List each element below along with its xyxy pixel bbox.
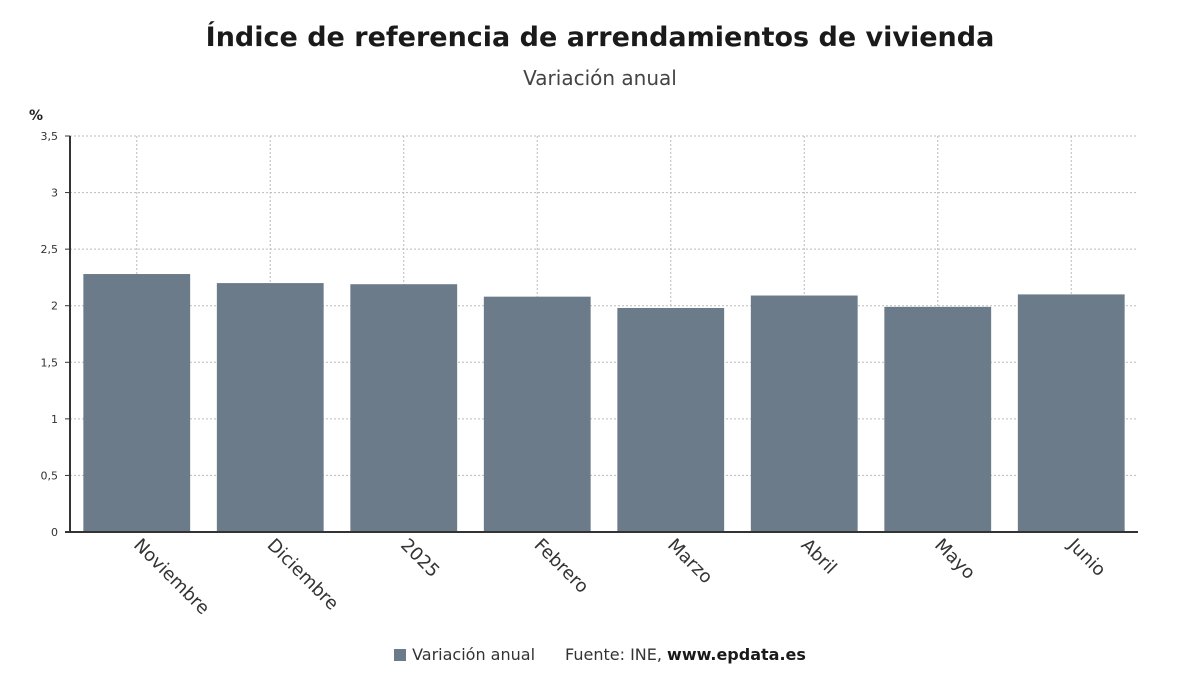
- y-tick-label: 1: [51, 413, 58, 426]
- x-tick-label: Noviembre: [129, 535, 213, 619]
- x-tick-label: Mayo: [930, 535, 979, 584]
- bar: [1017, 294, 1125, 532]
- x-tick-label: Febrero: [530, 535, 593, 598]
- legend-swatch: [394, 649, 407, 661]
- x-tick-label: Junio: [1063, 534, 1110, 581]
- chart-subtitle: Variación anual: [523, 66, 677, 90]
- legend-label: Variación anual: [412, 645, 536, 664]
- x-tick-label: Abril: [797, 535, 841, 579]
- y-tick-label: 2,5: [41, 243, 59, 256]
- bar: [884, 306, 992, 532]
- x-tick-label: Marzo: [663, 535, 716, 588]
- bar: [750, 295, 858, 532]
- bar: [483, 296, 591, 532]
- legend: Variación anual Fuente: INE, www.epdata.e…: [0, 645, 1200, 664]
- y-tick-label: 3: [51, 187, 58, 200]
- y-tick-label: 2: [51, 300, 58, 313]
- y-tick-label: 1,5: [41, 356, 59, 369]
- bar: [350, 284, 458, 532]
- bar: [83, 274, 191, 532]
- x-tick-label: Diciembre: [263, 535, 343, 615]
- y-axis-unit: %: [29, 108, 44, 124]
- y-tick-label: 0: [51, 526, 58, 539]
- source-prefix: Fuente: INE,: [565, 645, 662, 664]
- y-tick-label: 3,5: [41, 130, 59, 143]
- bar: [617, 307, 725, 532]
- source-link[interactable]: www.epdata.es: [667, 645, 806, 664]
- y-tick-label: 0,5: [41, 469, 59, 482]
- x-tick-label: 2025: [396, 535, 443, 582]
- bar: [216, 283, 324, 532]
- chart-title: Índice de referencia de arrendamientos d…: [205, 22, 995, 53]
